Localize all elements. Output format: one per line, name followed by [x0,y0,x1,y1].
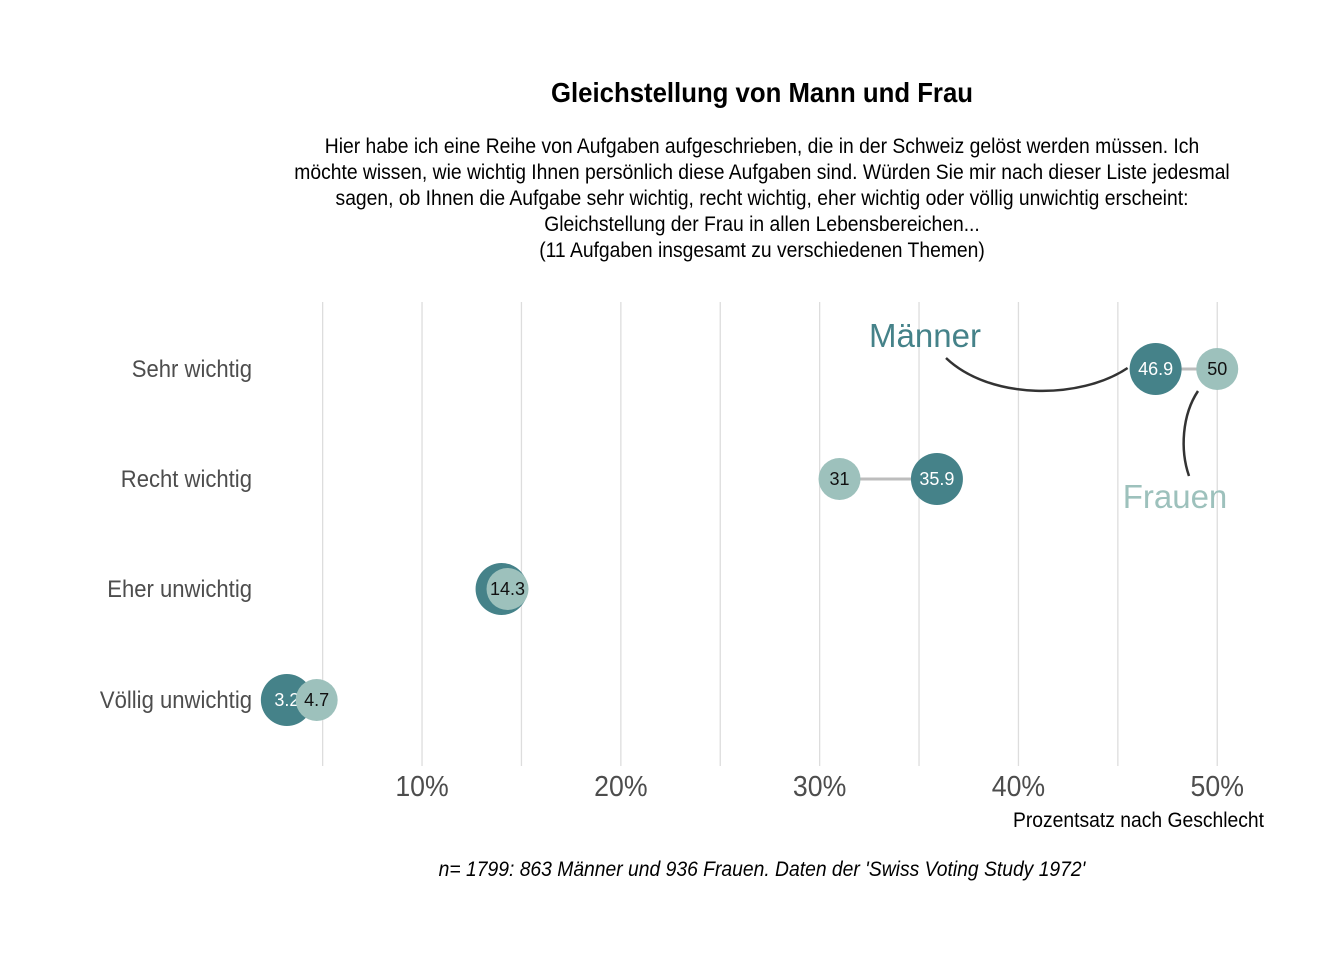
point-frauen [295,679,338,721]
value-label-frauen: 50 [1207,359,1227,379]
annotation-arrow-maenner [945,357,1129,393]
chart-caption: n= 1799: 863 Männer und 936 Frauen. Date… [439,858,1087,881]
x-axis-title: Prozentsatz nach Geschlecht [1013,809,1264,832]
value-label-maenner: 3.2 [274,690,299,710]
y-category-label: Völlig unwichtig [100,686,252,713]
y-category-label: Sehr wichtig [132,355,252,382]
x-tick-label: 10% [395,770,448,802]
y-category-label: Eher unwichtig [107,575,252,602]
value-label-maenner: 46.9 [1138,359,1173,379]
x-gridlines [321,302,1218,766]
point-maenner [1129,343,1182,395]
series-annotations: Männer Frauen [869,317,1227,515]
annotation-frauen: Frauen [1123,478,1228,515]
annotation-arrow-frauen [1182,390,1200,477]
x-tick-label: 50% [1191,770,1244,802]
point-maenner [910,453,963,505]
chart-subtitle: Hier habe ich eine Reihe von Aufgaben au… [294,135,1229,262]
point-frauen [486,568,529,610]
subtitle-line: möchte wissen, wie wichtig Ihnen persönl… [294,161,1229,184]
point-frauen [1196,348,1239,390]
value-label-frauen: 31 [830,469,850,489]
subtitle-line: Gleichstellung der Frau in allen Lebensb… [544,213,980,236]
point-maenner [260,674,313,726]
x-tick-label: 40% [992,770,1045,802]
subtitle-line: Hier habe ich eine Reihe von Aufgaben au… [325,135,1199,158]
y-axis-category-labels: Sehr wichtig Recht wichtig Eher unwichtig V… [100,355,252,713]
y-category-label: Recht wichtig [121,465,252,492]
dumbbell-connectors [286,367,1218,702]
annotation-maenner: Männer [869,317,981,354]
value-label-frauen: 4.7 [304,690,329,710]
subtitle-line: (11 Aufgaben insgesamt zu verschiedenen … [539,239,985,262]
x-tick-label: 30% [793,770,846,802]
value-label-maenner: 35.9 [919,469,954,489]
x-axis-tick-labels: 10% 20% 30% 40% 50% [395,770,1244,802]
value-label-frauen: 14.3 [490,579,525,599]
chart-title: Gleichstellung von Mann und Frau [551,77,973,108]
point-frauen [818,458,861,500]
subtitle-line: sagen, ob Ihnen die Aufgabe sehr wichtig… [336,187,1189,210]
x-tick-label: 20% [594,770,647,802]
